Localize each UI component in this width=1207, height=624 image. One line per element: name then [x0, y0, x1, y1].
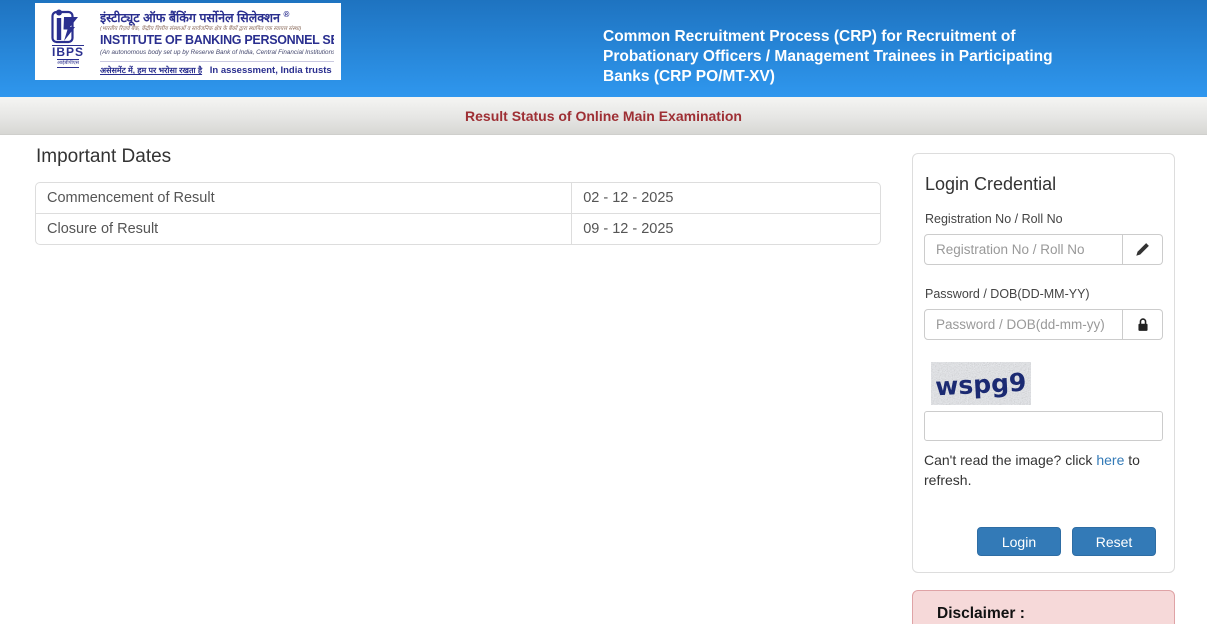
table-row: Closure of Result 09 - 12 - 2025: [35, 214, 881, 245]
registration-input-group: [924, 234, 1163, 265]
pencil-icon: [1136, 243, 1149, 256]
result-status-banner: Result Status of Online Main Examination: [0, 97, 1207, 135]
password-label: Password / DOB(DD-MM-YY): [925, 287, 1090, 301]
date-value: 02 - 12 - 2025: [572, 182, 881, 214]
institute-name-hindi: इंस्टीट्यूट ऑफ बैंकिंग पर्सोनेल सिलेक्शन…: [100, 10, 290, 26]
ibps-logo: IBPS आईबीपीएस इंस्टीट्यूट ऑफ बैंकिंग पर्…: [35, 3, 341, 80]
ibps-emblem-icon: [51, 9, 78, 44]
captcha-text: wspg9: [935, 368, 1028, 402]
reset-button[interactable]: Reset: [1072, 527, 1156, 556]
registered-mark: ®: [283, 10, 290, 19]
login-buttons-row: Login Reset: [924, 527, 1163, 556]
ibps-acronym: IBPS: [51, 45, 84, 59]
captcha-image: wspg9: [931, 362, 1163, 410]
disclaimer-panel: Disclaimer :: [912, 590, 1175, 624]
password-input[interactable]: [924, 309, 1123, 340]
help-prefix: Can't read the image? click: [924, 452, 1097, 468]
ibps-acronym-hindi: आईबीपीएस: [57, 59, 79, 68]
main-content: Important Dates Commencement of Result 0…: [0, 135, 1207, 624]
app-header: IBPS आईबीपीएस इंस्टीट्यूट ऑफ बैंकिंग पर्…: [0, 0, 1207, 97]
password-input-group: [924, 309, 1163, 340]
banner-text: Result Status of Online Main Examination: [465, 107, 742, 124]
important-dates-heading: Important Dates: [36, 146, 172, 167]
date-label: Commencement of Result: [35, 182, 573, 214]
ibps-logo-mark-icon: IBPS आईबीपीएस: [43, 8, 93, 76]
tagline-english: In assessment, India trusts us: [209, 65, 332, 76]
registration-input[interactable]: [924, 234, 1123, 265]
institute-subtitle-hindi: (भारतीय रिज़र्व बैंक, केंद्रीय वित्तीय स…: [100, 26, 302, 33]
registration-addon[interactable]: [1123, 234, 1163, 265]
help-suffix: to refresh.: [924, 452, 1140, 488]
captcha-svg: wspg9: [931, 362, 1031, 405]
table-row: Commencement of Result 02 - 12 - 2025: [35, 182, 881, 214]
ibps-logo-text: इंस्टीट्यूट ऑफ बैंकिंग पर्सोनेल सिलेक्शन…: [100, 8, 334, 76]
login-credential-heading: Login Credential: [925, 174, 1057, 194]
institute-taglines: असेसमेंट में, हम पर भरोसा रखता है भारत I…: [100, 61, 334, 76]
disclaimer-heading: Disclaimer :: [937, 605, 1025, 622]
refresh-captcha-link[interactable]: here: [1096, 452, 1125, 468]
important-dates-table: Commencement of Result 02 - 12 - 2025 Cl…: [35, 182, 881, 245]
date-label: Closure of Result: [35, 214, 573, 245]
tagline-hindi: असेसमेंट में, हम पर भरोसा रखता है भारत: [100, 66, 203, 76]
captcha-input[interactable]: [924, 411, 1163, 441]
password-addon[interactable]: [1123, 309, 1163, 340]
institute-subtitle-english: (An autonomous body set up by Reserve Ba…: [100, 49, 334, 57]
date-value: 09 - 12 - 2025: [572, 214, 881, 245]
login-button[interactable]: Login: [977, 527, 1061, 556]
page-title: Common Recruitment Process (CRP) for Rec…: [603, 28, 1053, 85]
institute-name-english: INSTITUTE OF BANKING PERSONNEL SELECTION: [100, 33, 334, 48]
important-dates-section: Important Dates Commencement of Result 0…: [35, 146, 881, 245]
lock-icon: [1137, 318, 1148, 331]
captcha-help-text: Can't read the image? click here to refr…: [924, 450, 1163, 490]
login-credential-panel: Login Credential Registration No / Roll …: [912, 153, 1175, 573]
registration-label: Registration No / Roll No: [925, 212, 1063, 226]
